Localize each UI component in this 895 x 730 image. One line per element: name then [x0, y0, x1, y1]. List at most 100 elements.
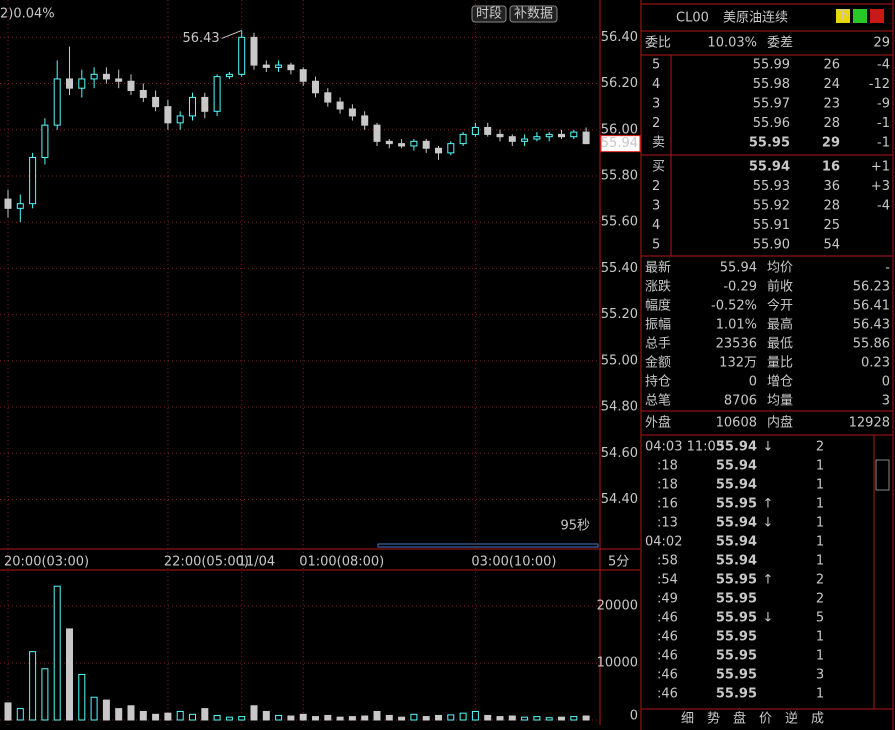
stat: 幅度 — [645, 298, 671, 314]
candle-body — [398, 143, 406, 147]
candle-body — [275, 64, 283, 68]
tick-time: :58 — [657, 554, 678, 569]
volume-bar — [312, 716, 319, 721]
y2-tick-label: 20000 — [597, 599, 638, 614]
stat: 132万 — [719, 356, 757, 371]
candle-body — [189, 96, 196, 117]
tick-vol: 3 — [816, 668, 824, 683]
x-tick-label: 20:00(03:00) — [4, 555, 89, 570]
volume-bar — [16, 708, 24, 721]
tab[interactable]: 价 — [759, 712, 772, 727]
bids-cell: +1 — [871, 160, 890, 175]
volume-bar — [275, 714, 283, 721]
tick-dir: ↑ — [763, 573, 774, 588]
volume-bar — [66, 628, 73, 721]
tick-time: :46 — [657, 630, 678, 645]
tick-price: 55.94 — [716, 554, 757, 569]
stat: 前收 — [767, 279, 793, 295]
asks-cell: 3 — [652, 97, 660, 112]
stat: 量比 — [767, 356, 793, 371]
stat: 增仓 — [767, 375, 793, 390]
stat: 持仓 — [645, 375, 671, 390]
bids-cell: +3 — [871, 179, 890, 194]
stat: 55.86 — [853, 337, 890, 352]
button-label[interactable]: 时段 — [476, 7, 502, 22]
candle-body — [570, 131, 578, 138]
last-price-box — [600, 135, 641, 153]
candle-body — [508, 136, 516, 142]
volume-bar — [53, 585, 61, 721]
tick-vol: 2 — [816, 440, 824, 455]
volume-bar — [348, 716, 356, 721]
asks-cell: -4 — [877, 58, 890, 73]
volume-bar — [459, 712, 467, 721]
volume-bar — [41, 668, 49, 721]
volume-bar — [447, 714, 455, 721]
bids-cell: 25 — [823, 218, 840, 233]
button-label[interactable]: 补数据 — [514, 7, 553, 22]
stat: -0.52% — [711, 299, 757, 314]
button[interactable] — [471, 5, 507, 23]
stat: 最低 — [767, 337, 793, 352]
y-tick-label: 56.20 — [601, 76, 638, 91]
tab[interactable]: 成 — [811, 712, 824, 727]
volume-bar — [361, 715, 369, 721]
bids-cell: 55.93 — [753, 179, 790, 194]
tick-vol: 1 — [816, 516, 824, 531]
y2-tick-label: 0 — [630, 709, 638, 724]
candle-body — [385, 140, 393, 145]
code: CL00 — [676, 11, 709, 26]
bids-cell: 36 — [823, 179, 840, 194]
x-tick-label: 11/04 — [238, 555, 275, 570]
x-tick-label: 03:00(10:00) — [471, 555, 556, 570]
candle-body — [324, 92, 332, 103]
tick-dir: ↓ — [763, 440, 774, 455]
candle-body — [127, 80, 135, 91]
stat: 1.01% — [716, 318, 757, 333]
outer: 12928 — [849, 416, 890, 431]
candle-body — [262, 64, 270, 68]
candle-body — [361, 115, 369, 126]
button[interactable] — [509, 5, 558, 23]
volume-bar — [471, 710, 479, 721]
stat: 23536 — [716, 337, 757, 352]
asks-cell: 55.99 — [753, 58, 790, 73]
volume-bar — [139, 710, 147, 721]
candle-body — [299, 69, 307, 82]
tick-time: :54 — [657, 573, 678, 588]
tick-price: 55.94 — [716, 440, 757, 455]
candle-body — [29, 157, 37, 205]
asks-cell: -9 — [877, 97, 890, 112]
tick-price: 55.94 — [716, 535, 757, 550]
volume-bar — [152, 713, 160, 721]
volume-bar — [250, 705, 258, 721]
candle-body — [164, 106, 172, 124]
x-tick-label: 22:00(05:00) — [164, 555, 249, 570]
tick-price: 55.95 — [716, 592, 757, 607]
tab[interactable]: 细 — [681, 712, 694, 727]
tick-vol: 2 — [816, 592, 824, 607]
volume-bar — [398, 716, 406, 721]
tick-price: 55.94 — [716, 516, 757, 531]
asks-cell: 2 — [652, 116, 660, 131]
tab[interactable]: 逆 — [785, 711, 798, 727]
tick-vol: 1 — [816, 630, 824, 645]
tab[interactable]: 盘 — [733, 711, 746, 727]
candle-body — [287, 64, 295, 71]
stat: 振幅 — [645, 318, 671, 333]
bids-cell: -4 — [877, 199, 890, 214]
tick-price: 55.95 — [716, 573, 757, 588]
asks-cell: 卖 — [652, 136, 665, 151]
tick-time: :46 — [657, 668, 678, 683]
tick-vol: 1 — [816, 497, 824, 512]
y-tick-label: 55.40 — [601, 261, 638, 276]
outer: 内盘 — [767, 415, 793, 431]
tab[interactable]: 势 — [707, 711, 720, 727]
candle-body — [139, 89, 147, 98]
ratio: 10.03% — [707, 36, 757, 51]
bids-cell: 16 — [822, 160, 840, 175]
volume-bar — [336, 716, 344, 721]
asks-cell: 5 — [652, 58, 660, 73]
volume-bar — [484, 714, 492, 721]
y2-tick-label: 10000 — [597, 656, 638, 671]
